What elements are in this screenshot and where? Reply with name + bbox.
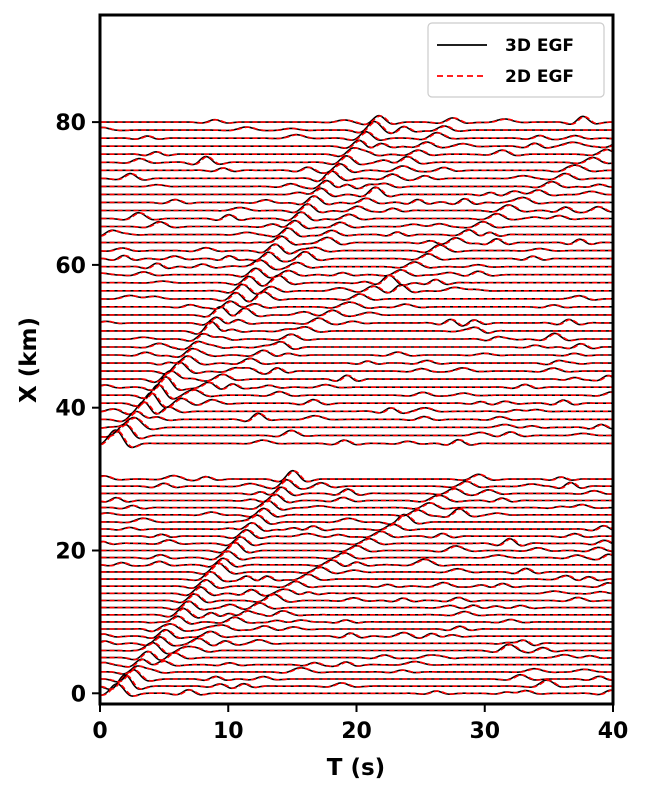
trace-2d-egf	[101, 669, 613, 683]
trace-2d-egf	[101, 211, 613, 222]
trace-2d-egf	[101, 507, 613, 518]
x-tick-label: 30	[469, 719, 500, 744]
trace-2d-egf	[101, 562, 613, 575]
trace-2d-egf	[101, 674, 613, 690]
y-tick-label: 0	[71, 682, 86, 707]
trace-2d-egf	[101, 180, 613, 190]
trace-2d-egf	[101, 121, 613, 135]
trace-2d-egf	[101, 642, 613, 655]
trace-2d-egf	[101, 155, 613, 166]
trace-2d-egf	[101, 615, 613, 625]
trace-2d-egf	[101, 340, 613, 351]
trace-2d-egf	[101, 384, 613, 400]
trace-2d-egf	[101, 411, 613, 423]
trace-2d-egf	[101, 500, 613, 511]
trace-2d-egf	[101, 332, 613, 342]
trace-2d-egf	[101, 283, 613, 295]
y-axis-label: X (km)	[16, 317, 42, 403]
trace-3d-egf	[100, 493, 613, 504]
trace-2d-egf	[101, 274, 613, 287]
trace-2d-egf	[101, 259, 613, 271]
trace-2d-egf	[101, 300, 613, 310]
trace-2d-egf	[101, 348, 613, 358]
trace-2d-egf	[101, 658, 613, 668]
y-tick-label: 20	[55, 539, 86, 564]
trace-2d-egf	[101, 424, 613, 440]
trace-2d-egf	[101, 195, 613, 206]
y-tick-label: 40	[55, 397, 86, 422]
trace-2d-egf	[101, 392, 613, 409]
trace-2d-egf	[101, 243, 613, 255]
trace-2d-egf	[101, 600, 613, 611]
trace-2d-egf	[101, 170, 613, 182]
trace-2d-egf	[101, 683, 613, 697]
legend-label-2d-egf: 2D EGF	[505, 67, 574, 87]
trace-group	[100, 114, 613, 697]
trace-2d-egf	[101, 650, 613, 661]
trace-2d-egf	[101, 557, 613, 568]
legend-box	[427, 22, 605, 98]
trace-2d-egf	[101, 355, 613, 366]
x-axis: 0 10 20 30 40	[92, 704, 628, 744]
trace-2d-egf	[101, 376, 613, 391]
trace-2d-egf	[101, 227, 613, 238]
legend-label-3d-egf: 3D EGF	[505, 36, 574, 56]
trace-2d-egf	[101, 479, 613, 490]
trace-2d-egf	[101, 370, 613, 383]
trace-2d-egf	[101, 251, 613, 263]
trace-2d-egf	[101, 115, 613, 126]
trace-2d-egf	[101, 147, 613, 157]
trace-2d-egf	[101, 486, 613, 497]
trace-2d-egf	[101, 316, 613, 327]
trace-2d-egf	[101, 401, 613, 416]
trace-2d-egf	[101, 361, 613, 375]
trace-2d-egf	[101, 429, 613, 449]
trace-2d-egf	[101, 529, 613, 539]
trace-2d-egf	[101, 536, 613, 547]
legend: 3D EGF 2D EGF	[427, 22, 605, 98]
x-tick-label: 10	[213, 719, 244, 744]
x-tick-label: 40	[598, 719, 629, 744]
trace-2d-egf	[101, 586, 613, 597]
trace-3d-egf	[100, 513, 613, 526]
y-tick-label: 80	[55, 111, 86, 136]
trace-2d-egf	[101, 623, 613, 633]
trace-2d-egf	[101, 321, 613, 335]
trace-2d-egf	[101, 571, 613, 583]
trace-2d-egf	[101, 541, 613, 554]
trace-2d-egf	[101, 139, 613, 149]
trace-2d-egf	[101, 629, 613, 639]
trace-2d-egf	[101, 131, 613, 141]
trace-2d-egf	[101, 163, 613, 174]
trace-2d-egf	[101, 417, 613, 431]
trace-2d-egf	[101, 267, 613, 279]
trace-2d-egf	[101, 306, 613, 318]
y-tick-label: 60	[55, 254, 86, 279]
y-axis: 0 20 40 60 80	[55, 111, 100, 707]
trace-2d-egf	[101, 607, 613, 619]
trace-2d-egf	[101, 579, 613, 589]
x-tick-label: 0	[92, 719, 107, 744]
x-tick-label: 20	[341, 719, 372, 744]
x-axis-label: T (s)	[327, 755, 385, 781]
trace-2d-egf	[101, 186, 613, 198]
trace-2d-egf	[101, 220, 613, 230]
trace-2d-egf	[101, 513, 613, 525]
trace-2d-egf	[101, 593, 613, 604]
trace-2d-egf	[101, 470, 613, 483]
trace-2d-egf	[101, 665, 613, 675]
trace-2d-egf	[101, 235, 613, 246]
trace-2d-egf	[101, 550, 613, 561]
trace-2d-egf	[101, 636, 613, 647]
trace-2d-egf	[101, 291, 613, 303]
trace-2d-egf	[101, 493, 613, 504]
